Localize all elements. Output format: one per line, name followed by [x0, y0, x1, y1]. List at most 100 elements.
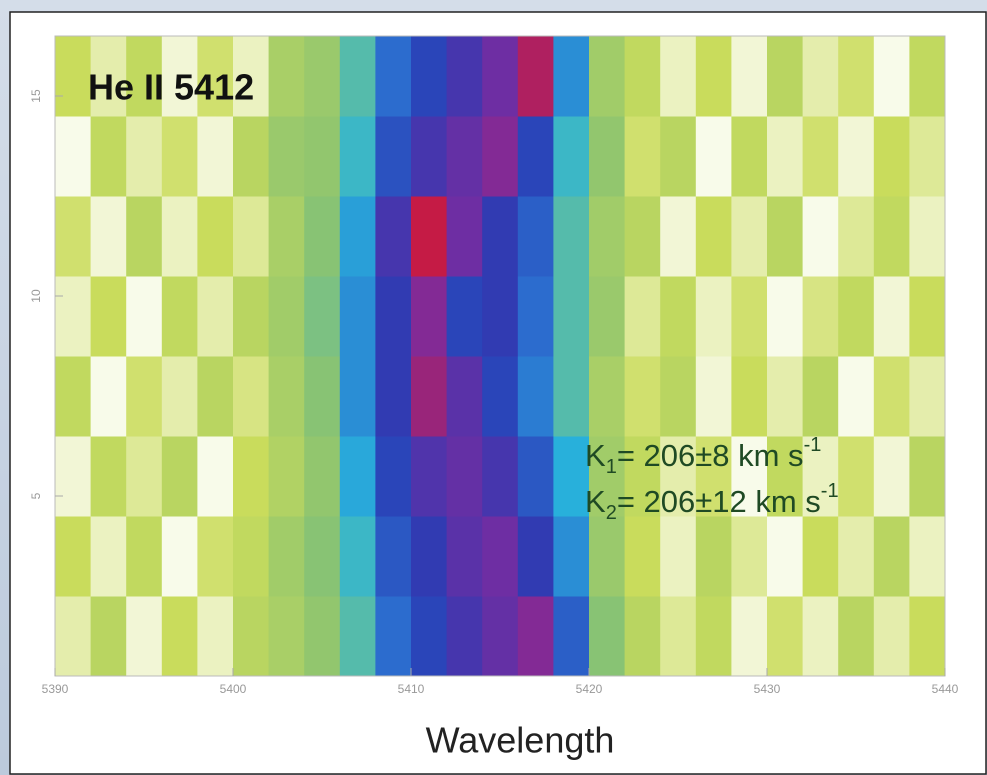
- cell: [339, 36, 376, 117]
- cell: [126, 196, 163, 277]
- cell: [624, 596, 661, 677]
- cell: [589, 116, 626, 197]
- cell: [233, 276, 270, 357]
- annotation: K1= 206±8 km s-1: [585, 434, 821, 478]
- cell: [909, 276, 946, 357]
- cell: [624, 196, 661, 277]
- cell: [517, 436, 554, 517]
- x-tick-label: 5430: [754, 682, 781, 696]
- cell: [197, 36, 234, 117]
- cell: [375, 356, 412, 437]
- cell: [375, 436, 412, 517]
- cell: [873, 276, 910, 357]
- cell: [731, 596, 768, 677]
- cell: [695, 36, 732, 117]
- cell: [268, 276, 305, 357]
- cell: [446, 196, 483, 277]
- cell: [589, 356, 626, 437]
- cell: [126, 596, 163, 677]
- cell: [909, 516, 946, 597]
- cell: [304, 436, 341, 517]
- cell: [589, 196, 626, 277]
- cell: [873, 516, 910, 597]
- value-text: = 206±8 km s: [617, 438, 804, 473]
- cell: [482, 36, 519, 117]
- cell: [802, 356, 839, 437]
- cell: [909, 36, 946, 117]
- cell: [624, 436, 661, 517]
- cell: [767, 596, 804, 677]
- cell: [838, 36, 875, 117]
- cell: [90, 516, 127, 597]
- cell: [55, 36, 92, 117]
- x-tick-label: 5390: [42, 682, 69, 696]
- cell: [660, 116, 697, 197]
- cell: [838, 436, 875, 517]
- cell: [126, 436, 163, 517]
- cell: [304, 516, 341, 597]
- cell: [838, 276, 875, 357]
- cell: [55, 276, 92, 357]
- cell: [197, 196, 234, 277]
- cell: [873, 436, 910, 517]
- cell: [126, 116, 163, 197]
- cell: [482, 276, 519, 357]
- cell: [767, 356, 804, 437]
- cell: [767, 36, 804, 117]
- cell: [695, 276, 732, 357]
- cell: [411, 356, 448, 437]
- cell: [482, 596, 519, 677]
- cell: [660, 596, 697, 677]
- cell: [126, 516, 163, 597]
- cell: [589, 436, 626, 517]
- cell: [90, 596, 127, 677]
- cell: [802, 276, 839, 357]
- chart-title: He II 5412: [88, 67, 254, 108]
- cell: [233, 36, 270, 117]
- annotations: K1= 206±8 km s-1K2= 206±12 km s-1: [585, 434, 839, 524]
- y-tick-label: 10: [29, 289, 43, 303]
- cell: [838, 116, 875, 197]
- cell: [55, 116, 92, 197]
- cell: [909, 436, 946, 517]
- cell: [517, 196, 554, 277]
- annotation: K2= 206±12 km s-1: [585, 480, 839, 524]
- cell: [624, 36, 661, 117]
- cell: [731, 436, 768, 517]
- cell: [695, 116, 732, 197]
- cell: [90, 356, 127, 437]
- cell: [624, 276, 661, 357]
- cell: [767, 276, 804, 357]
- cell: [90, 36, 127, 117]
- cell: [268, 436, 305, 517]
- cell: [268, 516, 305, 597]
- cell: [695, 356, 732, 437]
- cell: [339, 436, 376, 517]
- cell: [624, 516, 661, 597]
- superscript: -1: [804, 434, 822, 456]
- cell: [411, 516, 448, 597]
- axes: 5390 5400 5410 5420 5430 5440 5 10 15: [29, 89, 958, 696]
- cell: [304, 356, 341, 437]
- cell: [233, 116, 270, 197]
- cell: [304, 116, 341, 197]
- cell: [553, 276, 590, 357]
- cell: [197, 276, 234, 357]
- cell: [482, 196, 519, 277]
- cell: [161, 436, 198, 517]
- cell: [411, 436, 448, 517]
- cell: [553, 116, 590, 197]
- cell: [553, 516, 590, 597]
- cell: [517, 116, 554, 197]
- cell: [197, 516, 234, 597]
- cell: [553, 356, 590, 437]
- cell: [589, 276, 626, 357]
- cell: [90, 116, 127, 197]
- cell: [482, 516, 519, 597]
- cell: [268, 116, 305, 197]
- cell: [873, 356, 910, 437]
- cell: [233, 436, 270, 517]
- x-tick-label: 5420: [576, 682, 603, 696]
- cell: [268, 356, 305, 437]
- cell: [767, 196, 804, 277]
